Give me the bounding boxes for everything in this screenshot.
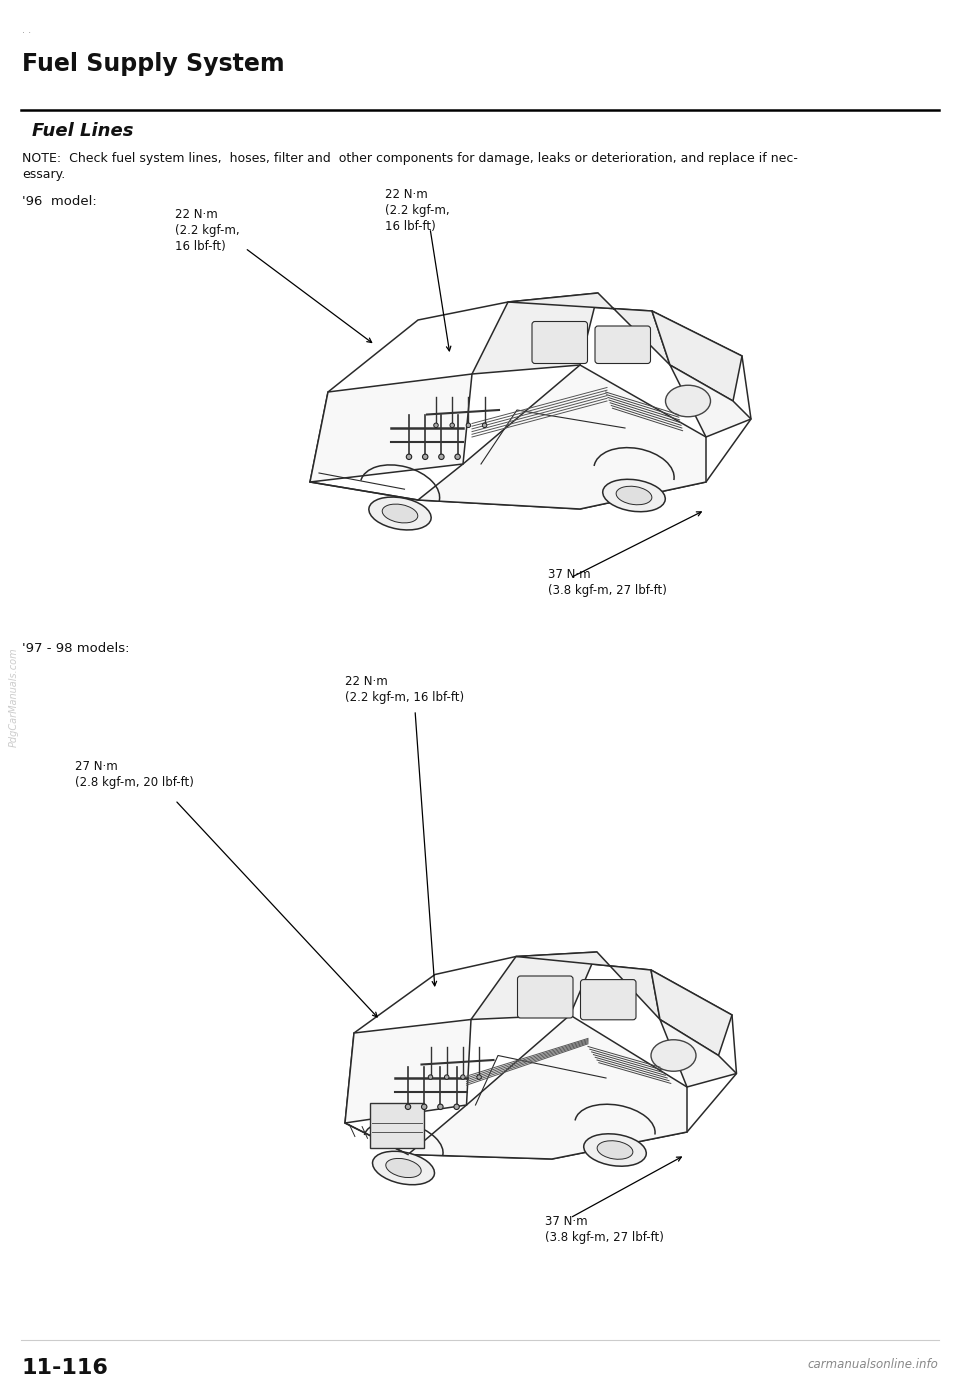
Text: '97 - 98 models:: '97 - 98 models: xyxy=(22,643,130,655)
Text: PdgCarManuals.com: PdgCarManuals.com xyxy=(9,647,19,747)
Ellipse shape xyxy=(434,422,439,428)
Ellipse shape xyxy=(444,1075,449,1079)
FancyBboxPatch shape xyxy=(532,322,588,364)
FancyBboxPatch shape xyxy=(370,1103,423,1147)
Ellipse shape xyxy=(421,1104,427,1110)
Text: 37 N·m
(3.8 kgf-m, 27 lbf-ft): 37 N·m (3.8 kgf-m, 27 lbf-ft) xyxy=(545,1216,664,1243)
FancyBboxPatch shape xyxy=(581,980,636,1020)
Polygon shape xyxy=(310,302,751,509)
Polygon shape xyxy=(345,1019,471,1124)
Ellipse shape xyxy=(616,487,652,505)
Text: NOTE:  Check fuel system lines,  hoses, filter and  other components for damage,: NOTE: Check fuel system lines, hoses, fi… xyxy=(22,152,798,164)
Ellipse shape xyxy=(439,454,444,460)
Text: Fuel Supply System: Fuel Supply System xyxy=(22,52,284,77)
Text: '96  model:: '96 model: xyxy=(22,195,97,208)
Text: 11-116: 11-116 xyxy=(22,1358,108,1379)
Ellipse shape xyxy=(461,1075,466,1079)
Ellipse shape xyxy=(438,1104,444,1110)
Text: · ·: · · xyxy=(22,28,31,38)
Polygon shape xyxy=(651,970,732,1055)
FancyBboxPatch shape xyxy=(595,326,651,364)
Ellipse shape xyxy=(455,454,460,460)
Ellipse shape xyxy=(603,480,665,512)
Ellipse shape xyxy=(369,498,431,530)
Text: Fuel Lines: Fuel Lines xyxy=(32,123,133,139)
Text: 22 N·m
(2.2 kgf-m,
16 lbf-ft): 22 N·m (2.2 kgf-m, 16 lbf-ft) xyxy=(175,208,240,252)
Polygon shape xyxy=(660,1019,736,1087)
Ellipse shape xyxy=(372,1151,435,1185)
Ellipse shape xyxy=(386,1158,421,1178)
Ellipse shape xyxy=(651,1040,696,1071)
Text: 22 N·m
(2.2 kgf-m, 16 lbf-ft): 22 N·m (2.2 kgf-m, 16 lbf-ft) xyxy=(345,675,464,704)
Ellipse shape xyxy=(597,1140,633,1160)
Ellipse shape xyxy=(665,385,710,417)
Polygon shape xyxy=(508,293,670,365)
Ellipse shape xyxy=(406,454,412,460)
Ellipse shape xyxy=(584,1133,646,1167)
Text: carmanualsonline.info: carmanualsonline.info xyxy=(807,1358,938,1372)
Ellipse shape xyxy=(477,1075,481,1079)
Text: 27 N·m
(2.8 kgf-m, 20 lbf-ft): 27 N·m (2.8 kgf-m, 20 lbf-ft) xyxy=(75,760,194,789)
Ellipse shape xyxy=(467,422,470,428)
Ellipse shape xyxy=(382,505,418,523)
Polygon shape xyxy=(310,374,472,482)
Ellipse shape xyxy=(450,422,454,428)
Polygon shape xyxy=(408,1015,687,1158)
Ellipse shape xyxy=(454,1104,459,1110)
Polygon shape xyxy=(472,293,598,374)
Polygon shape xyxy=(345,956,736,1158)
Text: 22 N·m
(2.2 kgf-m,
16 lbf-ft): 22 N·m (2.2 kgf-m, 16 lbf-ft) xyxy=(385,188,449,233)
Ellipse shape xyxy=(422,454,428,460)
Polygon shape xyxy=(516,952,660,1019)
Polygon shape xyxy=(652,311,742,401)
Polygon shape xyxy=(418,365,706,509)
Ellipse shape xyxy=(482,422,487,428)
Ellipse shape xyxy=(405,1104,411,1110)
Polygon shape xyxy=(471,952,597,1019)
Text: essary.: essary. xyxy=(22,169,65,181)
Polygon shape xyxy=(670,365,751,436)
FancyBboxPatch shape xyxy=(517,976,573,1018)
Ellipse shape xyxy=(428,1075,433,1079)
Text: 37 N·m
(3.8 kgf-m, 27 lbf-ft): 37 N·m (3.8 kgf-m, 27 lbf-ft) xyxy=(548,567,667,597)
